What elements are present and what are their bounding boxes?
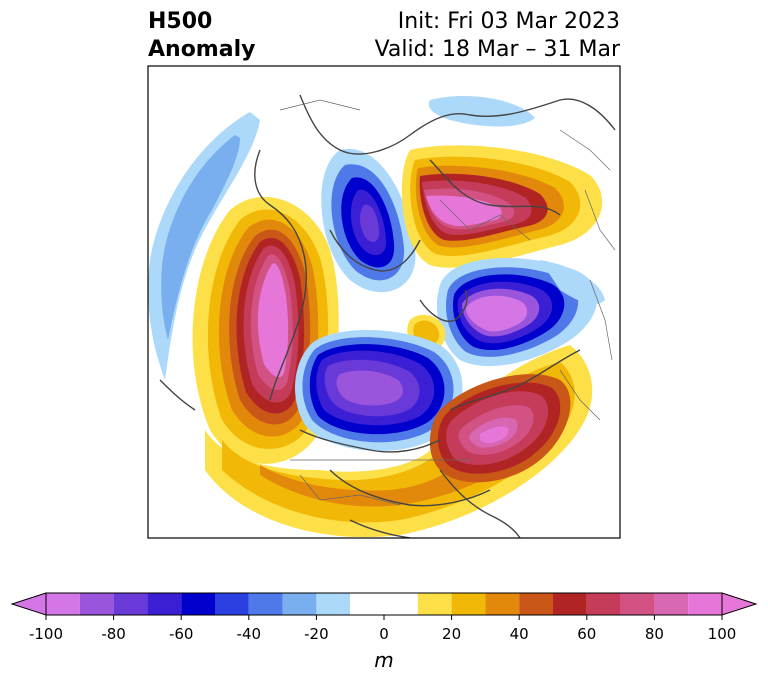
colorbar-extend-max <box>721 592 758 616</box>
trough-top-edge <box>428 96 535 127</box>
colorbar-cell <box>113 593 148 615</box>
colorbar-cell <box>451 593 486 615</box>
colorbar-cell <box>485 593 520 615</box>
map-frame <box>147 65 621 539</box>
valid-range: Valid: 18 Mar – 31 Mar <box>374 37 620 62</box>
trough-northeast-edge <box>540 260 605 305</box>
trough-central-north <box>321 148 416 293</box>
colorbar-cell <box>147 593 182 615</box>
init-date: Init: Fri 03 Mar 2023 <box>397 9 620 34</box>
colorbar-tick-label: -100 <box>29 625 63 643</box>
coastlines <box>159 94 616 538</box>
colorbar-tick-label: 40 <box>510 625 529 643</box>
colorbar-tick-label: 0 <box>379 625 389 643</box>
colorbar-cell <box>620 593 655 615</box>
colorbar-cell <box>282 593 317 615</box>
colorbar-cell <box>519 593 553 615</box>
ridge-atlantic <box>429 374 571 483</box>
colorbar-cell <box>586 593 621 615</box>
colorbar-tick-label: -40 <box>237 625 262 643</box>
title-type: Anomaly <box>148 37 256 62</box>
colorbar-cell <box>46 593 80 615</box>
trough-far-west <box>148 112 260 380</box>
title-variable: H500 <box>148 9 213 34</box>
colorbar-cell <box>79 593 114 615</box>
colorbar-cell <box>181 593 215 615</box>
colorbar-ticks: -100 -80 -60 -40 -20 0 20 40 60 80 100 <box>29 615 736 643</box>
colorbar-cell <box>654 593 689 615</box>
colorbar-cell <box>248 593 283 615</box>
colorbar-unit: m <box>374 648 393 672</box>
colorbar-tick-label: -20 <box>304 625 329 643</box>
colorbar-cell <box>215 593 249 615</box>
colorbar-cell <box>350 593 418 615</box>
colorbar-tick-label: -80 <box>101 625 126 643</box>
borders <box>279 99 616 506</box>
colorbar-tick-label: -60 <box>169 625 194 643</box>
colorbar-tick-label: 60 <box>577 625 596 643</box>
colorbar-cell <box>316 593 351 615</box>
colorbar-cells <box>10 592 758 616</box>
colorbar-tick-label: 80 <box>645 625 664 643</box>
colorbar-tick-label: 100 <box>708 625 737 643</box>
colorbar-tick-label: 20 <box>442 625 461 643</box>
map-title: H500 Anomaly <box>148 8 255 64</box>
map-dates: Init: Fri 03 Mar 2023 Valid: 18 Mar – 31… <box>375 8 620 64</box>
trough-east <box>436 258 598 367</box>
ridge-west-pacific <box>192 196 339 464</box>
colorbar-extend-min <box>10 592 47 616</box>
colorbar-cell <box>553 593 587 615</box>
colorbar-cell <box>688 593 722 615</box>
colorbar-cell <box>417 593 452 615</box>
trough-north-america <box>294 330 463 452</box>
